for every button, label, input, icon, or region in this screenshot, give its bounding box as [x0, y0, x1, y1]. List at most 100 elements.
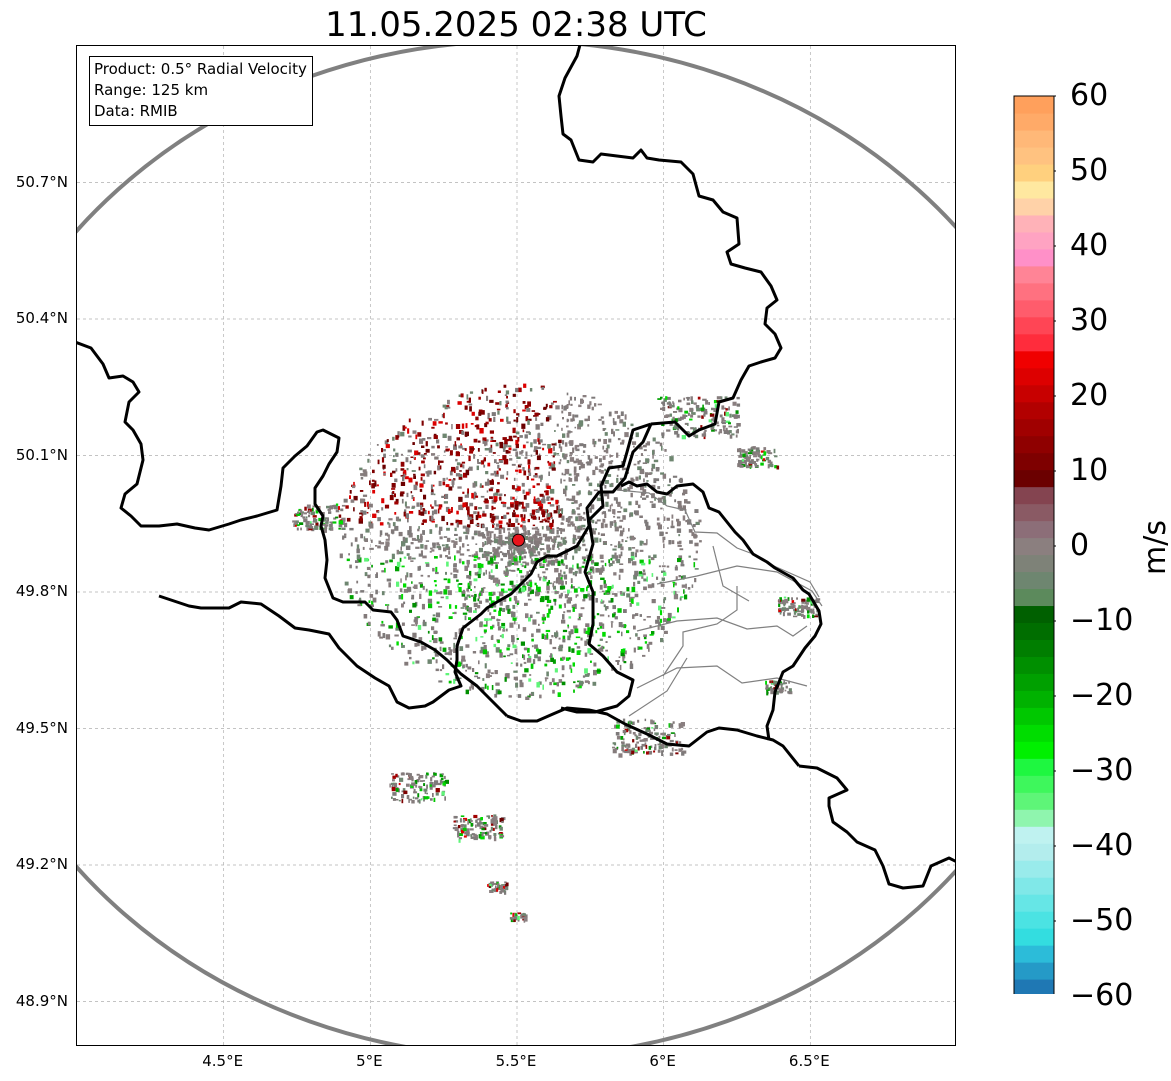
colorbar-swatch: [1014, 639, 1054, 657]
colorbar-swatch: [1014, 877, 1054, 895]
latitude-label: 50.1°N: [15, 445, 68, 464]
admin-boundaries: [616, 489, 823, 717]
map-title: 11.05.2025 02:38 UTC: [325, 5, 707, 45]
colorbar-swatch: [1014, 299, 1054, 318]
colorbar-tick-label: −10: [1070, 603, 1134, 638]
latitude-label: 48.9°N: [15, 991, 68, 1010]
info-product: Product: 0.5° Radial Velocity: [94, 60, 307, 78]
colorbar-swatch: [1014, 282, 1054, 301]
colorbar-swatch: [1014, 707, 1054, 725]
colorbar-swatch: [1014, 452, 1054, 471]
colorbar-swatch: [1014, 775, 1054, 793]
colorbar-swatch: [1014, 503, 1054, 522]
colorbar-tick-label: −20: [1070, 678, 1134, 713]
colorbar-swatch: [1014, 96, 1054, 114]
admin-boundary: [616, 489, 820, 598]
border-be-de-north: [557, 46, 783, 438]
colorbar-swatch: [1014, 333, 1054, 352]
colorbar-swatch: [1014, 180, 1054, 199]
colorbar-swatch: [1014, 554, 1054, 573]
colorbar-swatch: [1014, 418, 1054, 437]
colorbar-unit-label: m/s: [1137, 520, 1171, 575]
country-borders: [77, 46, 955, 890]
radar-echoes: [292, 383, 821, 923]
radar-map: [76, 45, 956, 1046]
colorbar-swatch: [1014, 350, 1054, 369]
colorbar-swatch: [1014, 911, 1054, 929]
latitude-label: 50.4°N: [15, 309, 68, 327]
colorbar-swatch: [1014, 469, 1054, 488]
longitude-label: 6°E: [649, 1052, 676, 1070]
colorbar-swatch: [1014, 928, 1054, 946]
colorbar-swatch: [1014, 962, 1054, 980]
border-de-fr-east: [798, 764, 955, 890]
colorbar-swatch: [1014, 384, 1054, 403]
colorbar-swatch: [1014, 945, 1054, 963]
colorbar-tick-label: −30: [1070, 753, 1134, 788]
admin-boundary: [662, 586, 738, 677]
colorbar-swatch: [1014, 265, 1054, 284]
colorbar-swatch: [1014, 588, 1054, 607]
colorbar-swatch: [1014, 809, 1054, 827]
colorbar-swatch: [1014, 367, 1054, 386]
colorbar: [1013, 95, 1056, 994]
colorbar-swatch: [1014, 860, 1054, 878]
colorbar-swatch: [1014, 792, 1054, 810]
longitude-label: 4.5°E: [202, 1052, 244, 1070]
colorbar-swatch: [1014, 571, 1054, 590]
colorbar-swatch: [1014, 690, 1054, 708]
admin-boundary: [656, 565, 823, 607]
colorbar-tick-label: 0: [1070, 528, 1090, 563]
colorbar-swatch: [1014, 741, 1054, 759]
colorbar-swatch: [1014, 112, 1054, 131]
colorbar-tick-label: −40: [1070, 828, 1134, 863]
border-be-fr: [77, 341, 509, 718]
latitude-label: 49.5°N: [15, 718, 68, 737]
border-de-lu-south: [620, 480, 823, 741]
colorbar-swatch: [1014, 129, 1054, 148]
colorbar-swatch: [1014, 622, 1054, 640]
longitude-label: 5°E: [356, 1052, 383, 1070]
border-fr-lu: [506, 706, 801, 767]
colorbar-swatch: [1014, 758, 1054, 776]
colorbar-tick-label: 40: [1070, 228, 1109, 263]
colorbar-tick-label: −50: [1070, 903, 1134, 938]
product-info-box: Product: 0.5° Radial Velocity Range: 125…: [89, 56, 313, 126]
colorbar-swatch: [1014, 537, 1054, 556]
colorbar-tick-label: 50: [1070, 153, 1109, 188]
colorbar-swatch: [1014, 894, 1054, 912]
colorbar-swatch: [1014, 197, 1054, 216]
colorbar-swatch: [1014, 605, 1054, 624]
colorbar-tick-label: 60: [1070, 78, 1109, 113]
colorbar-swatch: [1014, 673, 1054, 691]
colorbar-swatch: [1014, 979, 1054, 994]
longitude-label: 6.5°E: [788, 1052, 830, 1070]
colorbar-swatch: [1014, 214, 1054, 233]
colorbar-swatch: [1014, 401, 1054, 420]
admin-boundary: [636, 617, 808, 637]
colorbar-swatch: [1014, 724, 1054, 742]
admin-boundary: [628, 657, 688, 717]
colorbar-swatch: [1014, 826, 1054, 844]
colorbar-swatch: [1014, 843, 1054, 861]
border-lu-de-east: [560, 422, 652, 714]
colorbar-swatch: [1014, 231, 1054, 250]
radar-map-canvas: [77, 46, 955, 1045]
colorbar-swatch: [1014, 248, 1054, 267]
admin-boundary: [636, 665, 808, 689]
longitude-label: 5.5°E: [495, 1052, 537, 1070]
latitude-label: 49.8°N: [15, 582, 68, 600]
colorbar-swatch: [1014, 435, 1054, 454]
colorbar-tick-label: 30: [1070, 303, 1109, 338]
colorbar-tick-label: 20: [1070, 378, 1109, 413]
colorbar-tick-label: −60: [1070, 978, 1134, 1013]
latitude-label: 50.7°N: [15, 172, 68, 191]
colorbar-swatch: [1014, 316, 1054, 335]
latitude-label: 49.2°N: [15, 855, 68, 873]
info-range: Range: 125 km: [94, 81, 209, 99]
radar-site-marker: [511, 533, 525, 547]
colorbar-tick-label: 10: [1070, 453, 1109, 488]
colorbar-swatch: [1014, 486, 1054, 505]
admin-boundary: [712, 545, 750, 602]
colorbar-swatch: [1014, 146, 1054, 165]
